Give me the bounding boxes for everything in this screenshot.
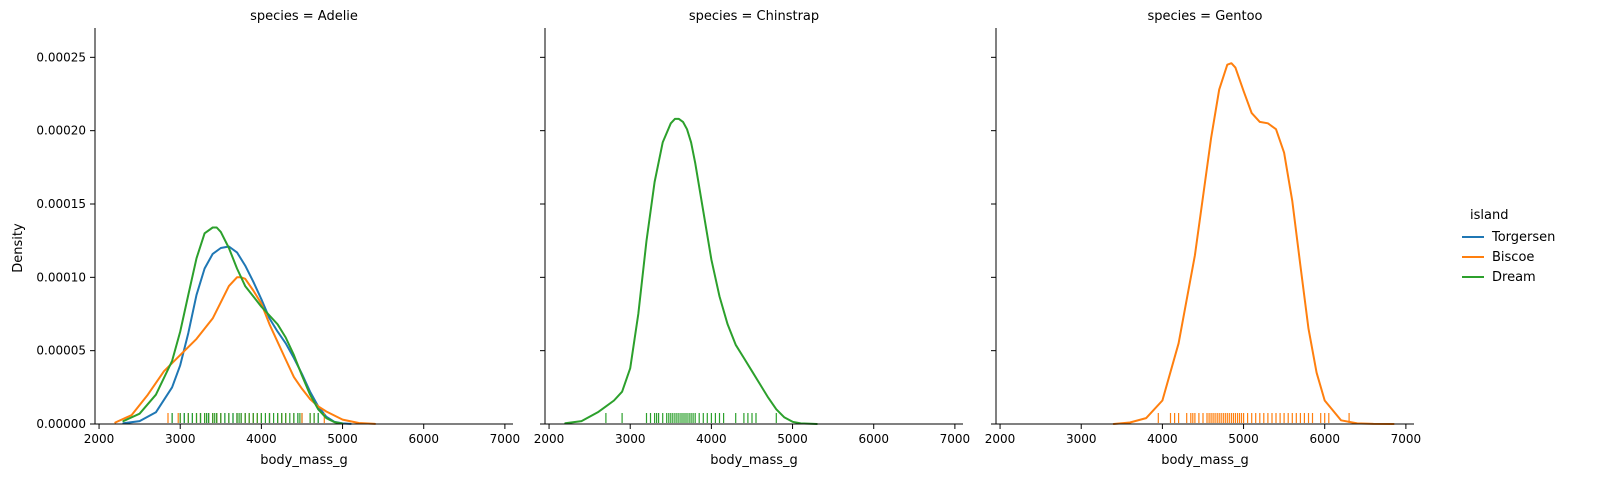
- facet-species-gentoo: species = Gentoo 2000 3000 4000 5000 6000 7000…: [985, 9, 1421, 468]
- y-tick-label: 0.00010: [36, 270, 86, 284]
- x-axis-label: body_mass_g: [710, 453, 798, 468]
- x-tick-label: 6000: [858, 432, 889, 446]
- kde-line-dream: [122, 226, 344, 425]
- x-tick-label: 6000: [1309, 432, 1340, 446]
- legend-label: Biscoe: [1492, 250, 1534, 265]
- legend-entries: Torgersen Biscoe Dream: [1462, 230, 1555, 285]
- y-tick-label: 0.00025: [36, 50, 86, 64]
- x-tick-label: 2000: [985, 432, 1016, 446]
- x-tick-label: 5000: [1228, 432, 1259, 446]
- facet-species-adelie: species = Adelie 2000 3000 4000 5000 6000 7000…: [36, 9, 520, 468]
- y-tick-label: 0.00000: [36, 417, 86, 431]
- legend-title: island: [1470, 208, 1508, 223]
- x-tick-label: 5000: [327, 432, 358, 446]
- x-tick-label: 5000: [777, 432, 808, 446]
- x-axis-label: body_mass_g: [260, 453, 348, 468]
- y-axis-label: Density: [11, 223, 26, 273]
- legend-entry-biscoe: Biscoe: [1462, 250, 1534, 265]
- y-tick-label: 0.00020: [36, 124, 86, 138]
- x-tick-label: 3000: [165, 432, 196, 446]
- y-tick-label: 0.00015: [36, 197, 86, 211]
- x-tick-label: 6000: [408, 432, 439, 446]
- x-tick-label: 3000: [615, 432, 646, 446]
- kde-line-biscoe: [1112, 62, 1395, 425]
- rug-biscoe: [167, 413, 325, 423]
- x-axis-label: body_mass_g: [1161, 453, 1249, 468]
- x-tick-label: 7000: [940, 432, 971, 446]
- legend-label: Torgersen: [1491, 230, 1555, 245]
- x-tick-label: 4000: [1147, 432, 1178, 446]
- kde-line-dream: [564, 117, 818, 425]
- rug-biscoe: [1157, 413, 1350, 423]
- legend-entry-dream: Dream: [1462, 270, 1536, 285]
- x-tick-label: 7000: [1391, 432, 1422, 446]
- x-tick-label: 2000: [534, 432, 565, 446]
- x-tick-label: 4000: [246, 432, 277, 446]
- facet-title: species = Adelie: [250, 9, 358, 24]
- x-tick-label: 3000: [1066, 432, 1097, 446]
- x-tick-label: 4000: [696, 432, 727, 446]
- x-tick-label: 7000: [490, 432, 521, 446]
- kde-line-biscoe: [114, 276, 376, 425]
- rug-dream: [171, 413, 319, 423]
- x-tick-label: 2000: [84, 432, 115, 446]
- facet-title: species = Chinstrap: [689, 9, 819, 24]
- legend-entry-torgersen: Torgersen: [1462, 230, 1555, 245]
- facet-title: species = Gentoo: [1147, 9, 1262, 24]
- facet-species-chinstrap: species = Chinstrap 2000 3000 4000 5000 6000 7…: [534, 9, 970, 468]
- facet-panels: species = Adelie 2000 3000 4000 5000 6000 7000…: [36, 9, 1421, 468]
- legend: island Torgersen Biscoe Dream: [1462, 208, 1555, 285]
- kde-line-torgersen: [122, 245, 352, 425]
- rug-dream: [605, 413, 777, 423]
- legend-label: Dream: [1492, 270, 1536, 285]
- y-tick-label: 0.00005: [36, 344, 86, 358]
